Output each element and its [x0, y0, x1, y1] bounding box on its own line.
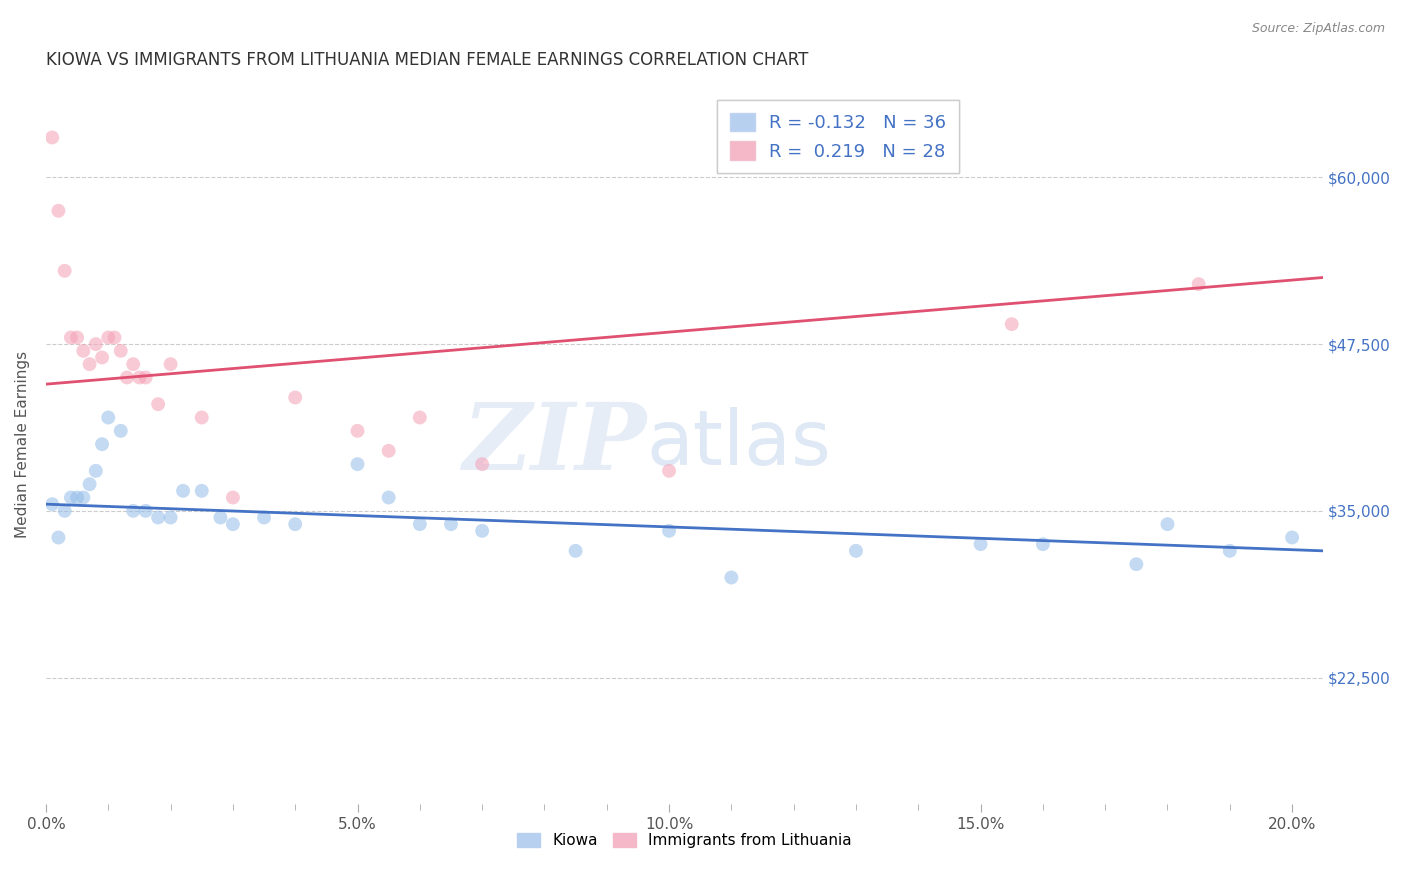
Point — [97, 410, 120, 425]
Point — [72, 491, 94, 505]
Point — [658, 464, 681, 478]
Point — [190, 483, 212, 498]
Text: KIOWA VS IMMIGRANTS FROM LITHUANIA MEDIAN FEMALE EARNINGS CORRELATION CHART: KIOWA VS IMMIGRANTS FROM LITHUANIA MEDIA… — [46, 51, 808, 69]
Point — [146, 510, 169, 524]
Text: Source: ZipAtlas.com: Source: ZipAtlas.com — [1251, 22, 1385, 36]
Point — [209, 510, 232, 524]
Point — [59, 491, 82, 505]
Point — [346, 424, 368, 438]
Point — [1032, 537, 1054, 551]
Point — [1001, 317, 1024, 331]
Point — [253, 510, 276, 524]
Point — [471, 457, 494, 471]
Point — [97, 330, 120, 344]
Point — [1188, 277, 1211, 292]
Point — [1219, 544, 1241, 558]
Point — [346, 457, 368, 471]
Point — [377, 443, 399, 458]
Point — [1125, 557, 1147, 571]
Point — [1281, 531, 1303, 545]
Point — [84, 464, 107, 478]
Point — [284, 391, 307, 405]
Text: atlas: atlas — [647, 407, 831, 481]
Point — [190, 410, 212, 425]
Point — [128, 370, 150, 384]
Point — [79, 477, 101, 491]
Text: ZIP: ZIP — [463, 399, 647, 489]
Point — [115, 370, 138, 384]
Point — [91, 437, 114, 451]
Point — [41, 497, 63, 511]
Point — [440, 517, 463, 532]
Point — [53, 264, 76, 278]
Point — [110, 343, 132, 358]
Point — [172, 483, 194, 498]
Point — [72, 343, 94, 358]
Point — [48, 203, 70, 218]
Point — [409, 517, 432, 532]
Point — [471, 524, 494, 538]
Point — [110, 424, 132, 438]
Point — [135, 370, 157, 384]
Point — [79, 357, 101, 371]
Point — [122, 357, 145, 371]
Point — [564, 544, 586, 558]
Point — [222, 517, 245, 532]
Point — [159, 357, 181, 371]
Point — [66, 491, 89, 505]
Point — [377, 491, 399, 505]
Point — [48, 531, 70, 545]
Point — [845, 544, 868, 558]
Point — [720, 570, 742, 584]
Point — [59, 330, 82, 344]
Legend: R = -0.132   N = 36, R =  0.219   N = 28: R = -0.132 N = 36, R = 0.219 N = 28 — [717, 101, 959, 173]
Point — [658, 524, 681, 538]
Y-axis label: Median Female Earnings: Median Female Earnings — [15, 351, 30, 538]
Point — [969, 537, 991, 551]
Point — [284, 517, 307, 532]
Point — [409, 410, 432, 425]
Point — [41, 130, 63, 145]
Point — [122, 504, 145, 518]
Point — [146, 397, 169, 411]
Point — [84, 337, 107, 351]
Point — [1156, 517, 1178, 532]
Point — [53, 504, 76, 518]
Point — [159, 510, 181, 524]
Point — [103, 330, 125, 344]
Point — [222, 491, 245, 505]
Point — [66, 330, 89, 344]
Point — [91, 351, 114, 365]
Point — [135, 504, 157, 518]
